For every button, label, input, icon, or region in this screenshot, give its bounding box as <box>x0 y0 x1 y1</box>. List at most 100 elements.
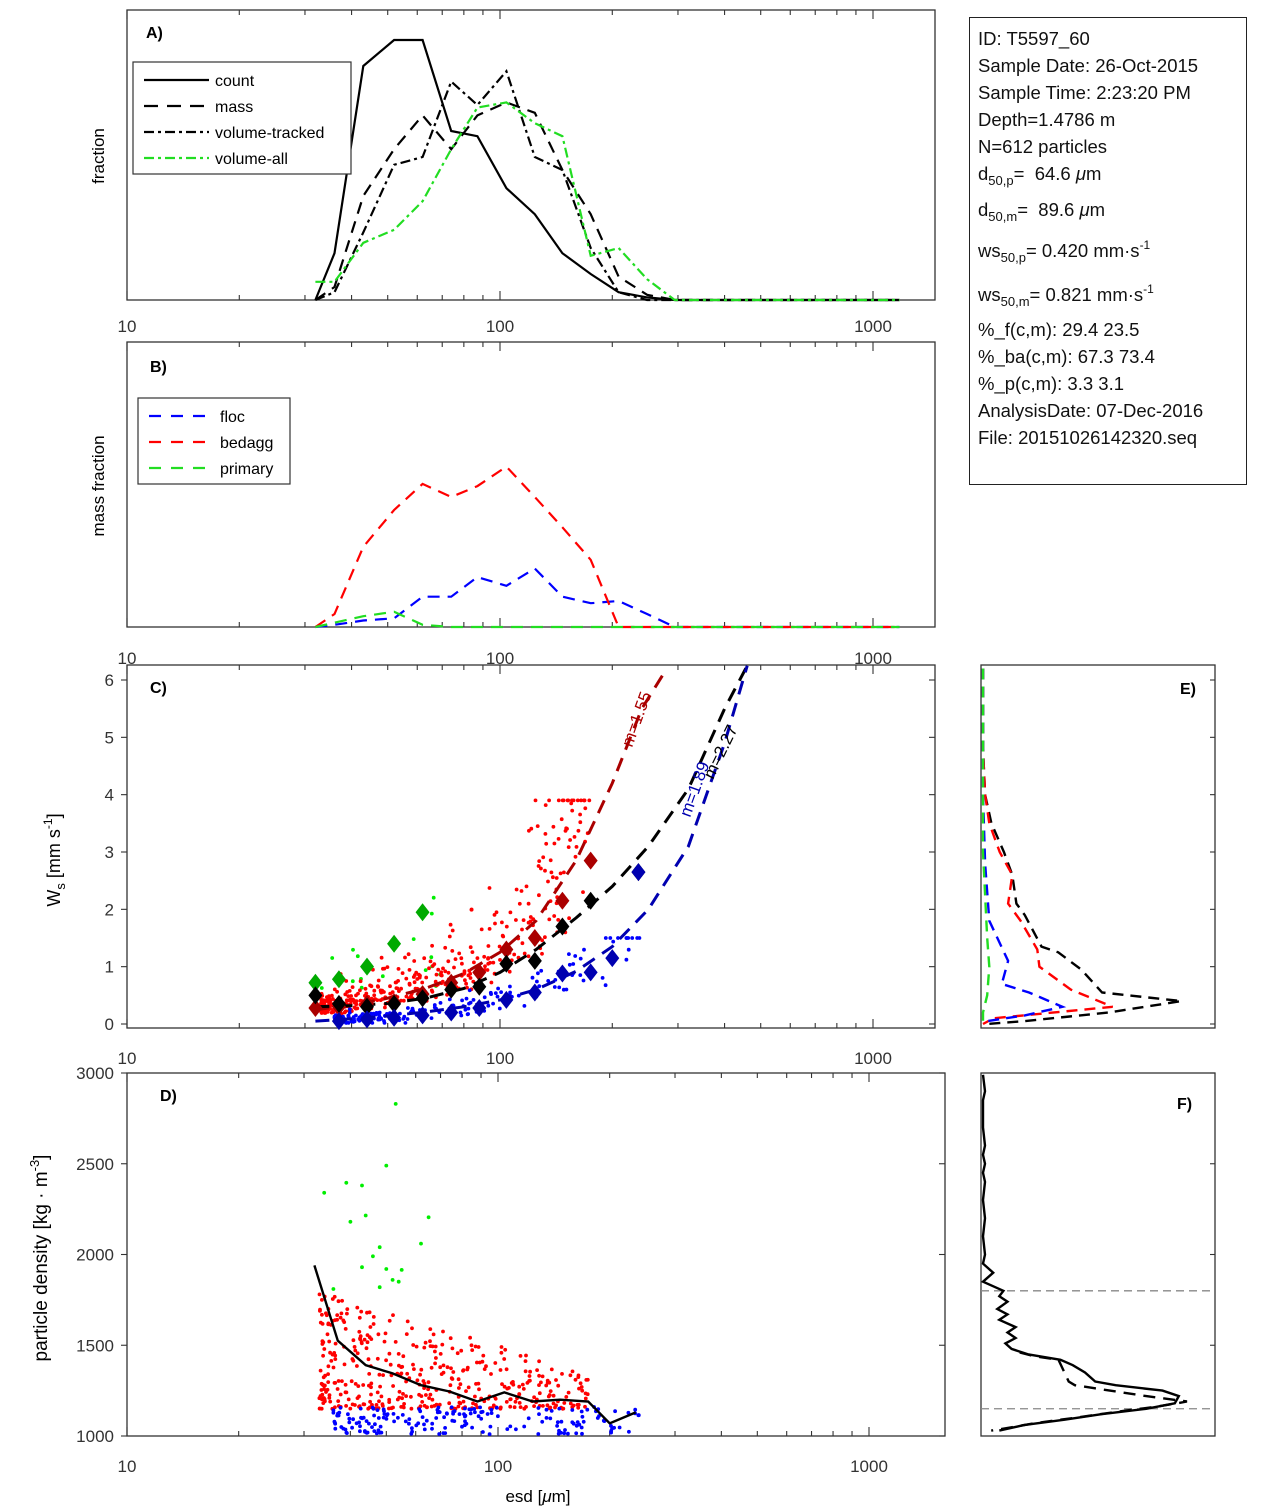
scatter-point-bedagg <box>493 1396 498 1401</box>
scatter-point-floc <box>460 1424 464 1429</box>
scatter-point-bedagg <box>508 910 513 915</box>
scatter-point-bedagg <box>573 854 578 859</box>
scatter-point-bedagg <box>489 1372 493 1376</box>
scatter-point-primary <box>429 911 434 916</box>
series-line-volume-all <box>315 101 900 302</box>
scatter-point-bedagg <box>579 798 583 803</box>
scatter-point-bedagg <box>357 1329 362 1334</box>
scatter-point-bedagg <box>343 1382 348 1387</box>
scatter-point-bedagg <box>543 832 548 836</box>
scatter-point-bedagg <box>430 1344 435 1349</box>
scatter-point-floc <box>555 1424 559 1428</box>
scatter-point-bedagg <box>429 1404 434 1409</box>
scatter-point-primary <box>319 986 324 990</box>
scatter-point-floc <box>516 993 521 998</box>
scatter-point-floc <box>580 1414 585 1419</box>
scatter-point-bedagg <box>433 1344 438 1349</box>
scatter-point-floc <box>626 936 631 940</box>
scatter-point-bedagg <box>375 984 380 988</box>
scatter-point-bedagg <box>486 956 490 961</box>
scatter-point-floc <box>443 1426 447 1430</box>
bin-median-marker-floc <box>415 1006 430 1025</box>
scatter-point-bedagg <box>324 1313 329 1318</box>
scatter-point-bedagg <box>433 1349 437 1354</box>
scatter-point-bedagg <box>345 1307 350 1311</box>
scatter-point-floc <box>467 1001 471 1006</box>
scatter-point-bedagg <box>396 967 401 971</box>
scatter-point-floc <box>496 1414 500 1419</box>
legend-label-volume-tracked: volume-tracked <box>215 125 324 142</box>
series-line-primary <box>315 610 900 629</box>
scatter-point-floc <box>473 1410 477 1415</box>
scatter-point-floc <box>451 1410 456 1414</box>
panel-b-xtick-label-10: 10 <box>118 649 137 668</box>
scatter-point-bedagg <box>518 1354 523 1358</box>
scatter-point-bedagg <box>468 971 473 976</box>
scatter-point-bedagg <box>552 841 557 846</box>
scatter-point-bedagg <box>528 1378 532 1383</box>
scatter-point-floc <box>508 990 512 995</box>
scatter-point-floc <box>351 1417 355 1422</box>
scatter-point-bedagg <box>434 1356 438 1360</box>
scatter-point-floc <box>478 1405 482 1410</box>
y-tick-label: 5 <box>105 728 114 747</box>
scatter-point-bedagg <box>350 985 355 989</box>
scatter-point-bedagg <box>328 1399 333 1404</box>
scatter-point-floc <box>458 1010 463 1015</box>
scatter-point-primary <box>350 979 355 984</box>
scatter-point-bedagg <box>369 1392 373 1397</box>
scatter-point-bedagg <box>523 1369 528 1374</box>
scatter-point-bedagg <box>323 1373 327 1378</box>
scatter-point-bedagg <box>343 1327 348 1331</box>
scatter-point-bedagg <box>535 1368 539 1372</box>
scatter-point-floc <box>422 1422 426 1427</box>
scatter-point-bedagg <box>419 1367 424 1372</box>
scatter-point-bedagg <box>537 1373 541 1378</box>
scatter-point-bedagg <box>570 808 575 813</box>
scatter-point-bedagg <box>330 1297 335 1301</box>
scatter-point-bedagg <box>443 945 448 950</box>
scatter-point-bedagg <box>332 987 337 992</box>
panel-c-ytick-labels: 0 1 2 3 4 5 6 <box>105 671 114 1034</box>
scatter-point-bedagg <box>366 1357 371 1362</box>
scatter-point-floc <box>391 1412 396 1416</box>
d50p-value: = 64.6 <box>1013 162 1076 184</box>
scatter-point-bedagg <box>565 826 569 831</box>
scatter-point-primary <box>363 1213 368 1218</box>
scatter-point-bedagg <box>585 1392 590 1397</box>
scatter-point-bedagg <box>319 1406 324 1411</box>
scatter-point-floc <box>508 1424 513 1429</box>
scatter-point-bedagg <box>560 798 565 803</box>
scatter-point-bedagg <box>422 1345 427 1350</box>
scatter-point-bedagg <box>524 884 529 889</box>
scatter-point-floc <box>603 983 608 988</box>
scatter-point-bedagg <box>348 998 353 1003</box>
scatter-point-bedagg <box>339 1311 344 1316</box>
scatter-point-bedagg <box>349 994 353 998</box>
scatter-point-floc <box>407 1421 411 1426</box>
scatter-point-bedagg <box>413 973 417 977</box>
scatter-point-bedagg <box>507 969 512 974</box>
scatter-point-floc <box>497 1006 502 1011</box>
scatter-point-floc <box>540 1419 545 1424</box>
scatter-point-bedagg <box>407 981 412 986</box>
ylabel-w: W <box>44 890 64 907</box>
ylabel-pre: particle density [kg · m <box>31 1171 52 1361</box>
bin-median-marker-floc <box>360 1010 375 1029</box>
scatter-point-bedagg <box>520 941 525 946</box>
scatter-point-bedagg <box>482 954 487 959</box>
scatter-point-bedagg <box>358 1334 363 1339</box>
scatter-point-bedagg <box>566 1390 571 1395</box>
ws50p-value: = 0.420 mm·s <box>1025 240 1140 262</box>
scatter-point-bedagg <box>551 824 556 829</box>
scatter-point-floc <box>469 1407 473 1412</box>
scatter-point-bedagg <box>424 1393 428 1397</box>
scatter-point-bedagg <box>487 927 492 931</box>
scatter-point-floc <box>358 1424 362 1429</box>
panel-a: A) fraction 10 100 1000 count mass volum… <box>89 9 936 336</box>
scatter-point-bedagg <box>420 980 425 985</box>
scatter-point-bedagg <box>453 957 458 961</box>
scatter-point-floc <box>441 1431 446 1435</box>
scatter-point-floc <box>557 1406 562 1411</box>
scatter-point-bedagg <box>426 1380 431 1385</box>
